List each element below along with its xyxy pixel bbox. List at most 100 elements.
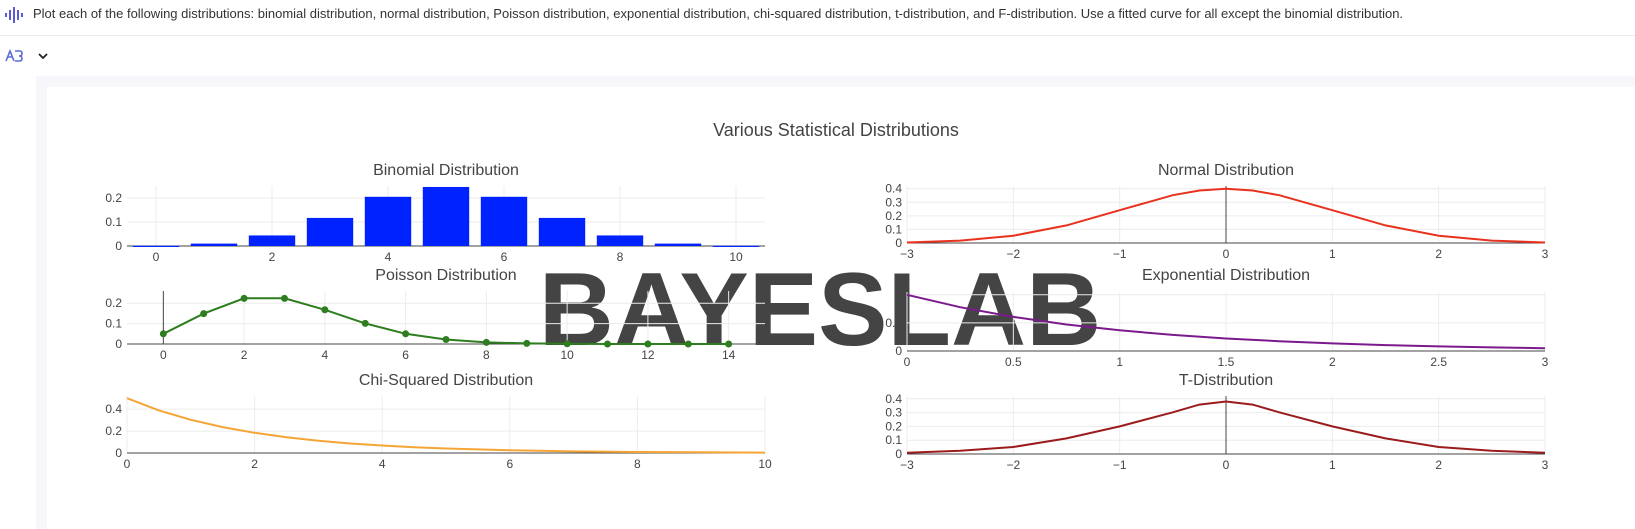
data-point xyxy=(200,310,208,318)
x-tick-label: −2 xyxy=(1006,247,1020,261)
y-tick-label: 0 xyxy=(895,236,902,250)
x-tick-label: 3 xyxy=(1542,355,1549,369)
y-tick-label: 0 xyxy=(115,239,122,253)
x-tick-label: 8 xyxy=(483,348,490,362)
x-tick-label: 2 xyxy=(1435,247,1442,261)
y-tick-label: 0 xyxy=(895,447,902,461)
y-tick-label: 0.2 xyxy=(885,419,902,433)
y-tick-label: 0.1 xyxy=(105,215,122,229)
x-tick-label: 2.5 xyxy=(1430,355,1447,369)
data-point xyxy=(604,340,612,348)
bayeslab-logo-icon[interactable] xyxy=(5,49,23,63)
chart-panel-3: Exponential Distribution 0 0.5 1 1.5 2 2.5 3 0 0.… xyxy=(885,267,1548,369)
data-point xyxy=(523,339,531,347)
x-tick-label: 3 xyxy=(1542,247,1549,261)
y-tick-label: 0.4 xyxy=(105,402,122,416)
series-line xyxy=(906,293,1546,350)
x-tick-label: 2 xyxy=(241,348,248,362)
series-line xyxy=(906,187,1546,244)
x-tick-label: −2 xyxy=(1006,458,1020,472)
x-tick-label: −1 xyxy=(1113,247,1127,261)
prompt-text: Plot each of the following distributions… xyxy=(33,6,1404,21)
chart-panel-0: Binomial Distribution 0 2 4 6 8 10 0 0.1 0.2 xyxy=(105,162,765,264)
x-tick-label: 2 xyxy=(251,457,258,471)
y-tick-label: 0.1 xyxy=(105,317,122,331)
data-point xyxy=(402,330,410,338)
watermark: BAYESLAB xyxy=(539,252,1102,368)
y-tick-label: 0.2 xyxy=(105,424,122,438)
x-tick-label: 4 xyxy=(322,348,329,362)
subplot-title: Binomial Distribution xyxy=(373,162,519,179)
chart-panel-5: T-Distribution−3 −2 −1 0 1 2 300.10.20.30.4 xyxy=(885,372,1548,472)
x-tick-label: 0.5 xyxy=(1005,355,1022,369)
chart-panel-4: Chi-Squared Distribution 0 2 4 6 8 10 0 0.2 0.4 xyxy=(105,372,772,471)
bar xyxy=(132,245,180,247)
x-tick-label: 1 xyxy=(1329,458,1336,472)
x-tick-label: 2 xyxy=(1329,355,1336,369)
bar xyxy=(190,243,238,246)
x-tick-label: 14 xyxy=(722,348,736,362)
x-tick-label: 6 xyxy=(501,250,508,264)
voice-waveform-icon xyxy=(5,7,23,23)
bar xyxy=(596,235,644,246)
x-tick-label: 0 xyxy=(160,348,167,362)
y-tick-label: 0.5 xyxy=(885,316,902,330)
y-tick-label: 0.2 xyxy=(885,209,902,223)
x-tick-label: 10 xyxy=(729,250,743,264)
y-tick-label: 0.3 xyxy=(885,406,902,420)
bar xyxy=(248,235,296,246)
x-tick-label: 0 xyxy=(1223,458,1230,472)
x-tick-label: 2 xyxy=(269,250,276,264)
plot-area xyxy=(47,87,1635,529)
bar xyxy=(364,196,412,246)
x-tick-label: 8 xyxy=(634,457,641,471)
subplot-title: Normal Distribution xyxy=(1158,162,1294,179)
data-point xyxy=(361,319,369,327)
x-tick-label: 1 xyxy=(1116,355,1123,369)
x-tick-label: 1.5 xyxy=(1218,355,1235,369)
data-point xyxy=(321,306,329,314)
subplot-title: Chi-Squared Distribution xyxy=(359,372,533,389)
prompt-bar: Plot each of the following distributions… xyxy=(0,0,1635,36)
subplot-title: Poisson Distribution xyxy=(375,267,516,284)
x-tick-label: 0 xyxy=(124,457,131,471)
y-tick-label: 0.3 xyxy=(885,195,902,209)
series-line xyxy=(126,397,766,454)
chevron-down-icon[interactable] xyxy=(37,51,49,61)
x-tick-label: 8 xyxy=(617,250,624,264)
bar xyxy=(538,217,586,246)
data-point xyxy=(725,340,733,348)
x-tick-label: 1 xyxy=(1329,247,1336,261)
x-tick-label: 3 xyxy=(1542,458,1549,472)
y-tick-label: 0.2 xyxy=(105,296,122,310)
x-tick-label: 12 xyxy=(641,348,655,362)
y-tick-label: 0.1 xyxy=(885,433,902,447)
y-tick-label: 0 xyxy=(115,337,122,351)
x-tick-label: 2 xyxy=(1435,458,1442,472)
x-tick-label: 10 xyxy=(560,348,574,362)
data-point xyxy=(563,340,571,348)
y-tick-label: 0.4 xyxy=(885,392,902,406)
x-tick-label: −3 xyxy=(900,247,914,261)
x-tick-label: 0 xyxy=(1223,247,1230,261)
subplot-title: Exponential Distribution xyxy=(1142,267,1310,284)
data-point xyxy=(240,294,248,302)
x-tick-label: 0 xyxy=(904,355,911,369)
x-tick-label: −3 xyxy=(900,458,914,472)
bar xyxy=(422,186,470,246)
y-tick-label: 0.1 xyxy=(885,222,902,236)
y-tick-label: 1 xyxy=(895,288,902,302)
data-point xyxy=(442,336,450,344)
x-tick-label: 10 xyxy=(758,457,772,471)
data-point xyxy=(482,338,490,346)
bar xyxy=(654,243,702,246)
figure-title: Various Statistical Distributions xyxy=(713,120,959,140)
data-point xyxy=(159,330,167,338)
subplot-title: T-Distribution xyxy=(1179,372,1273,389)
x-tick-label: 4 xyxy=(379,457,386,471)
y-tick-label: 0.2 xyxy=(105,191,122,205)
bar xyxy=(480,196,528,246)
bar xyxy=(306,217,354,246)
y-tick-label: 0 xyxy=(115,446,122,460)
